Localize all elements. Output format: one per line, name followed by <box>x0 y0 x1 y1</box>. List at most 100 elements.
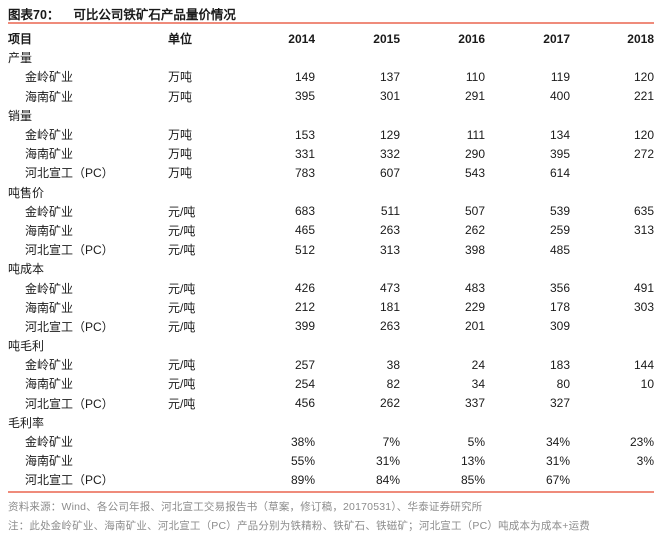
cell-value-2016: 85% <box>460 472 485 487</box>
figure-number-label: 图表70： <box>8 8 60 22</box>
cell-value-2016: 290 <box>464 146 485 161</box>
cell-value-2018: 144 <box>633 357 654 372</box>
cell-value-2018 <box>570 317 654 336</box>
table-row: 河北宣工（PC） 89% 84% 85% 67% <box>8 470 654 489</box>
cell-value-2016: 201 <box>464 319 485 334</box>
cell-value-2015: 473 <box>379 281 400 296</box>
cell-unit <box>168 451 230 470</box>
table-row: 海南矿业 55% 31% 13% 31% 3% <box>8 451 654 470</box>
cell-value-2016: 483 <box>464 281 485 296</box>
cell-value-2017: 80 <box>556 376 570 391</box>
column-header-unit: 单位 <box>168 32 193 47</box>
cell-value-2014: 149 <box>294 69 315 84</box>
section-name: 销量 <box>8 108 33 123</box>
cell-value-2017: 134 <box>549 127 570 142</box>
cell-value-2018: 10 <box>640 376 654 391</box>
cell-unit: 元/吨 <box>168 223 196 238</box>
cell-value-2014: 89% <box>290 472 315 487</box>
cell-value-2017: 400 <box>549 89 570 104</box>
column-header-item: 项目 <box>8 32 33 47</box>
cell-value-2018: 120 <box>633 127 654 142</box>
table-row: 河北宣工（PC） 元/吨 399 263 201 309 <box>8 317 654 336</box>
cell-unit: 元/吨 <box>168 396 196 411</box>
section-row: 产量 <box>8 48 654 67</box>
cell-value-2014: 395 <box>294 89 315 104</box>
cell-value-2014: 456 <box>294 396 315 411</box>
cell-value-2014: 38% <box>290 434 315 449</box>
cell-value-2015: 38 <box>386 357 400 372</box>
table-row: 海南矿业 元/吨 212 181 229 178 303 <box>8 298 654 317</box>
cell-item: 金岭矿业 <box>25 435 74 450</box>
cell-value-2014: 512 <box>294 242 315 257</box>
table-row: 河北宣工（PC） 元/吨 512 313 398 485 <box>8 240 654 259</box>
cell-item: 海南矿业 <box>25 89 74 104</box>
table-row: 海南矿业 元/吨 465 263 262 259 313 <box>8 221 654 240</box>
section-row: 销量 <box>8 106 654 125</box>
table-row: 金岭矿业 元/吨 426 473 483 356 491 <box>8 278 654 297</box>
cell-value-2016: 110 <box>465 69 485 84</box>
cell-item: 海南矿业 <box>25 223 74 238</box>
cell-item: 海南矿业 <box>25 300 74 315</box>
cell-item: 金岭矿业 <box>25 358 74 373</box>
cell-value-2015: 607 <box>379 165 400 180</box>
cell-unit: 元/吨 <box>168 281 196 296</box>
cell-unit: 元/吨 <box>168 300 196 315</box>
cell-item: 金岭矿业 <box>25 70 74 85</box>
cell-unit: 万吨 <box>168 166 193 181</box>
table-row: 海南矿业 元/吨 254 82 34 80 10 <box>8 374 654 393</box>
table-row: 金岭矿业 元/吨 683 511 507 539 635 <box>8 202 654 221</box>
cell-value-2017: 67% <box>545 472 570 487</box>
section-row: 吨毛利 <box>8 336 654 355</box>
cell-value-2014: 465 <box>294 223 315 238</box>
cell-value-2015: 7% <box>382 434 400 449</box>
cell-value-2017: 31% <box>545 453 570 468</box>
cell-value-2014: 153 <box>294 127 315 142</box>
cell-value-2015: 84% <box>375 472 400 487</box>
table-row: 金岭矿业 万吨 149 137 110 119 120 <box>8 67 654 86</box>
cell-unit: 元/吨 <box>168 377 196 392</box>
cell-value-2016: 291 <box>464 89 485 104</box>
cell-unit: 万吨 <box>168 70 193 85</box>
table-row: 海南矿业 万吨 331 332 290 395 272 <box>8 144 654 163</box>
cell-value-2016: 111 <box>466 127 485 142</box>
table-bottom-rule <box>8 490 654 493</box>
cell-value-2016: 262 <box>464 223 485 238</box>
cell-value-2015: 301 <box>379 89 400 104</box>
cell-value-2018: 303 <box>633 300 654 315</box>
cell-item: 金岭矿业 <box>25 204 74 219</box>
cell-value-2017: 356 <box>549 281 570 296</box>
figure-title-text: 可比公司铁矿石产品量价情况 <box>73 8 236 22</box>
cell-unit: 万吨 <box>168 128 193 143</box>
column-header-2018: 2018 <box>627 31 654 46</box>
cell-unit: 元/吨 <box>168 358 196 373</box>
table-row: 金岭矿业 元/吨 257 38 24 183 144 <box>8 355 654 374</box>
cell-value-2015: 511 <box>380 204 400 219</box>
section-row: 毛利率 <box>8 413 654 432</box>
cell-unit <box>168 470 230 489</box>
cell-value-2016: 507 <box>464 204 485 219</box>
cell-value-2018 <box>570 240 654 259</box>
section-name: 吨售价 <box>8 185 45 200</box>
cell-value-2018: 3% <box>636 453 654 468</box>
cell-value-2015: 129 <box>379 127 400 142</box>
section-name: 毛利率 <box>8 415 45 430</box>
cell-value-2015: 313 <box>379 242 400 257</box>
cell-value-2016: 229 <box>464 300 485 315</box>
table-row: 海南矿业 万吨 395 301 291 400 221 <box>8 87 654 106</box>
section-name: 产量 <box>8 51 33 66</box>
cell-value-2016: 24 <box>471 357 485 372</box>
cell-value-2018: 272 <box>633 146 654 161</box>
cell-item: 金岭矿业 <box>25 281 74 296</box>
cell-item: 海南矿业 <box>25 454 74 469</box>
column-header-2016: 2016 <box>458 31 485 46</box>
cell-unit: 万吨 <box>168 89 193 104</box>
cell-value-2015: 262 <box>379 396 400 411</box>
cell-value-2018: 313 <box>633 223 654 238</box>
cell-value-2017: 614 <box>549 165 570 180</box>
column-header-2014: 2014 <box>288 31 315 46</box>
cell-item: 河北宣工（PC） <box>25 243 114 258</box>
section-name: 吨成本 <box>8 262 45 277</box>
cell-value-2015: 137 <box>379 69 400 84</box>
cell-value-2018 <box>570 163 654 182</box>
